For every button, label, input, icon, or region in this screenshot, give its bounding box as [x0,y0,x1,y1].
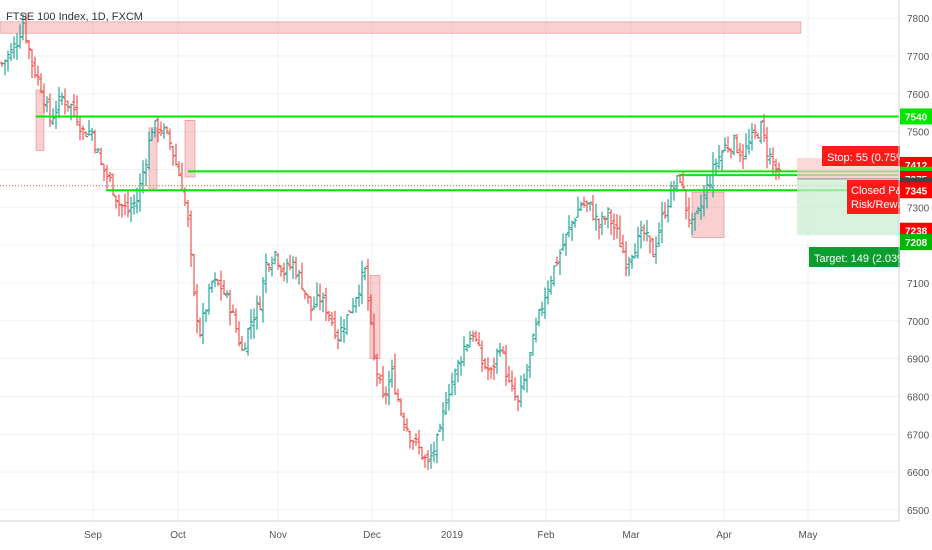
x-tick-label: Oct [170,530,186,541]
x-tick-label: Dec [363,530,381,541]
highlight-zone [184,119,196,178]
x-tick-label: Nov [269,530,287,541]
highlight-zone [148,127,158,189]
price-label: 7345 [905,186,928,197]
y-tick-label: 6600 [907,468,930,479]
x-tick-label: Mar [622,530,640,541]
target-label-bg [809,247,900,267]
y-tick-label: 6700 [907,430,930,441]
y-tick-label: 7700 [907,52,930,63]
x-tick-label: May [799,530,818,541]
y-tick-label: 7100 [907,279,930,290]
y-tick-label: 6900 [907,355,930,366]
y-tick-label: 7800 [907,14,930,25]
price-label-bg [900,108,932,125]
stop-label-bg [822,146,900,166]
closed-pl-bg [847,180,900,214]
x-tick-label: Sep [84,530,102,541]
y-tick-label: 7000 [907,317,930,328]
x-tick-label: 2019 [441,530,464,541]
target-label-text: Target: 149 (2.03% [814,253,907,265]
y-tick-label: 7500 [907,128,930,139]
price-label: 7238 [905,227,928,238]
y-tick-label: 7300 [907,203,930,214]
y-tick-label: 6800 [907,392,930,403]
chart-title: FTSE 100 Index, 1D, FXCM [6,11,143,23]
risk-reward-text: Risk/Rewar [851,199,908,211]
highlight-zones [0,21,802,359]
highlight-zone [691,191,725,238]
x-tick-label: Feb [537,530,555,541]
x-tick-label: Apr [716,530,732,541]
grid-lines [0,0,899,521]
stop-label-text: Stop: 55 (0.75% [827,152,906,164]
price-label: 7208 [905,238,928,249]
price-label-bg [900,182,932,199]
closed-pl-text: Closed P&L [851,185,909,197]
price-label-bg [900,234,932,251]
highlight-zone [35,89,45,151]
trade-position-tool[interactable]: Stop: 55 (0.75% Closed P&L Risk/Rewar Targe… [797,146,909,267]
price-label: 7540 [905,112,928,123]
candles [0,13,781,471]
y-tick-label: 6500 [907,506,930,517]
highlight-zone [369,275,381,359]
y-tick-label: 7600 [907,90,930,101]
price-label: 7412 [905,161,928,172]
highlight-zone [0,21,802,34]
